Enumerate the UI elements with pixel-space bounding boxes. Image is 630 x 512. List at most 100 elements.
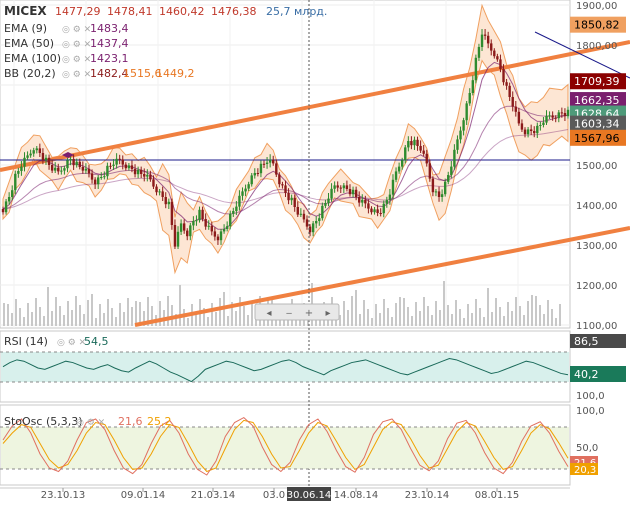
candle-body: [287, 193, 290, 201]
lower-channel-line[interactable]: [134, 226, 630, 327]
candle-body: [293, 197, 296, 207]
main-legend: MICEX 1477,29 1478,41 1460,42 1476,38 25…: [4, 4, 327, 80]
candle-body: [468, 93, 471, 104]
candle-body: [7, 197, 11, 202]
candle-body: [536, 125, 539, 134]
candle-body: [437, 191, 441, 197]
candle-body: [198, 209, 201, 221]
candle-body: [17, 171, 20, 174]
zoom-out-button[interactable]: ‒: [286, 308, 292, 319]
candle-body: [201, 209, 204, 219]
candle-body: [428, 163, 432, 179]
volume-bar: [99, 304, 101, 326]
price-tick-label: 1800,00: [576, 41, 617, 52]
time-tick-label: 09.01.14: [121, 490, 166, 501]
ohlc-close: 1476,38: [211, 5, 257, 18]
volume-bar: [135, 301, 137, 326]
candle-body: [155, 186, 158, 193]
volume-bar: [171, 305, 173, 326]
price-badge-text: 1850,82: [574, 19, 620, 32]
volume-bar: [211, 303, 213, 326]
volume-bar: [231, 302, 233, 326]
stoch-settings-icon[interactable]: ◎ ⚙ ✕: [76, 418, 105, 428]
volume-bar: [219, 298, 221, 326]
indicator-settings-icon[interactable]: ◎ ⚙ ✕: [62, 40, 91, 50]
volume-bar: [123, 312, 125, 326]
time-tick-label: 14.08.14: [334, 490, 379, 501]
indicator-settings-icon[interactable]: ◎ ⚙ ✕: [62, 70, 91, 80]
candle-body: [413, 139, 416, 146]
indicator-settings-icon[interactable]: ◎ ⚙ ✕: [62, 55, 91, 65]
candle-body: [379, 213, 382, 214]
volume-bar: [15, 299, 17, 326]
candle-body: [450, 166, 453, 175]
candle-body: [164, 197, 167, 205]
candle-body: [106, 165, 109, 177]
volume-bar: [215, 312, 217, 326]
candle-body: [443, 181, 447, 195]
candle-body: [557, 112, 560, 119]
candle-body: [275, 163, 278, 175]
volume-bar: [19, 308, 21, 326]
candle-body: [533, 131, 536, 134]
rsi-settings-icon[interactable]: ◎ ⚙ ✕: [57, 338, 86, 348]
price-badge-text: 1603,34: [574, 118, 620, 131]
candle-body: [35, 148, 38, 151]
volume-bar: [423, 297, 425, 326]
candle-body: [548, 115, 551, 117]
candle-body: [235, 206, 238, 211]
volume-bar: [363, 300, 365, 326]
indicator-value: 1483,4: [90, 22, 129, 35]
upper-channel-line[interactable]: [0, 40, 630, 172]
candle-body: [222, 229, 226, 232]
candle-body: [216, 236, 220, 241]
candle-body: [78, 161, 81, 167]
scroll-right-button[interactable]: ▸: [325, 308, 330, 319]
volume-bar: [227, 316, 229, 326]
candle-body: [179, 223, 183, 232]
candle-body: [508, 85, 511, 97]
stoch-axis: 100,0 50,0 21,6 20,3: [570, 406, 605, 476]
volume-bar: [151, 306, 153, 326]
volume-bar: [43, 316, 45, 326]
volume-bar: [23, 317, 25, 326]
volume-bar: [427, 306, 429, 326]
indicator-settings-icon[interactable]: ◎ ⚙ ✕: [62, 25, 91, 35]
candle-body: [422, 150, 425, 154]
candle-body: [96, 177, 100, 185]
resistance-line[interactable]: [534, 31, 630, 79]
zoom-in-button[interactable]: +: [305, 308, 313, 319]
volume-bar: [391, 317, 393, 326]
scroll-left-button[interactable]: ◂: [266, 308, 271, 319]
volume-value: 25,7 млрд.: [266, 5, 327, 18]
volume-bar: [55, 297, 57, 326]
candle-body: [256, 173, 260, 174]
candle-body: [511, 97, 514, 107]
candle-body: [1, 209, 5, 213]
candle-body: [545, 115, 548, 123]
candle-body: [554, 117, 557, 119]
candle-body: [290, 197, 293, 201]
volume-bar: [367, 309, 369, 326]
volume-bar: [443, 281, 445, 326]
candle-body: [54, 167, 57, 171]
candle-body: [247, 184, 250, 189]
candle-body: [321, 205, 324, 219]
volume-bar: [299, 317, 301, 326]
rsi-line: [2, 357, 569, 383]
indicator-value: 1423,1: [90, 52, 129, 65]
volume-bar: [67, 301, 69, 326]
candle-body: [81, 167, 85, 171]
candle-body: [376, 209, 379, 213]
stoch-axis-mid: 50,0: [576, 443, 598, 454]
stoch-d-value: 25,2: [147, 415, 172, 428]
price-tick-label: 1200,00: [576, 281, 617, 292]
candle-body: [302, 213, 306, 220]
candle-body: [388, 194, 392, 200]
candle-body: [265, 162, 269, 164]
candle-body: [143, 174, 146, 177]
candle-body: [23, 157, 26, 167]
candle-body: [471, 80, 475, 93]
candle-body: [50, 165, 54, 171]
